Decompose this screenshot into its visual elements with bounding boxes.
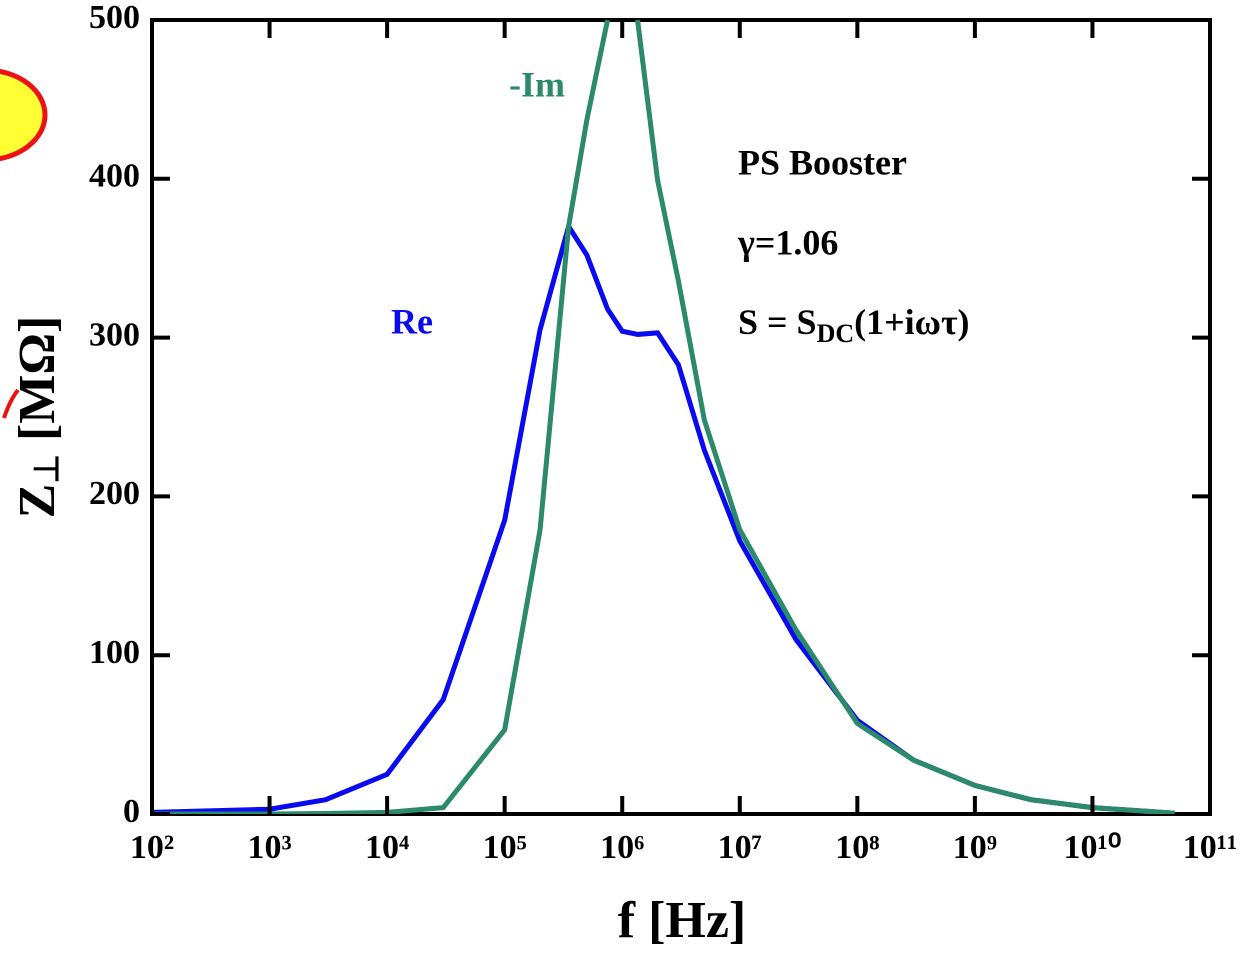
y-tick-label: 100 [89, 634, 140, 671]
annotation-part: (1+iωτ) [854, 302, 969, 342]
y-axis-label: Z⊥ [MΩ] [9, 316, 66, 519]
y-tick-label: 200 [89, 475, 140, 512]
decoration [2, 388, 20, 419]
decoration [0, 68, 48, 162]
y-label-part: Z [9, 484, 66, 519]
x-tick-label: 10⁷ [718, 829, 762, 866]
x-tick-label: 10⁸ [835, 829, 879, 866]
x-tick-label: 10² [130, 829, 174, 866]
x-tick-label: 10⁵ [483, 829, 527, 866]
y-tick-label: 300 [89, 316, 140, 353]
annotation: PS Booster [738, 142, 907, 182]
x-tick-label: 10⁴ [365, 829, 409, 866]
line [635, 20, 1175, 814]
annotation: -Im [509, 64, 565, 104]
annotation: Re [391, 301, 433, 341]
annotation: γ=1.06 [737, 222, 838, 262]
x-tick-label: 10³ [247, 829, 291, 866]
x-tick-label: 10⁹ [953, 829, 997, 866]
plot-frame [150, 18, 1212, 816]
x-tick-label: 10¹¹ [1183, 829, 1237, 866]
annotation: S = SDC(1+iωτ) [738, 302, 970, 348]
line [152, 20, 610, 814]
y-label-part: [MΩ] [9, 316, 66, 454]
annotation-part: S = S [738, 302, 817, 342]
x-tick-label: 10⁶ [600, 829, 644, 866]
y-label-subscript: ⊥ [29, 454, 66, 484]
line [152, 220, 1175, 814]
plot-area [152, 20, 1175, 814]
x-tick-label: 10¹⁰ [1064, 829, 1122, 866]
annotation-subscript: DC [817, 319, 855, 348]
y-tick-label: 500 [89, 0, 140, 36]
x-axis-label: f [Hz] [618, 892, 746, 949]
y-tick-label: 0 [123, 793, 140, 830]
y-tick-label: 400 [89, 158, 140, 195]
